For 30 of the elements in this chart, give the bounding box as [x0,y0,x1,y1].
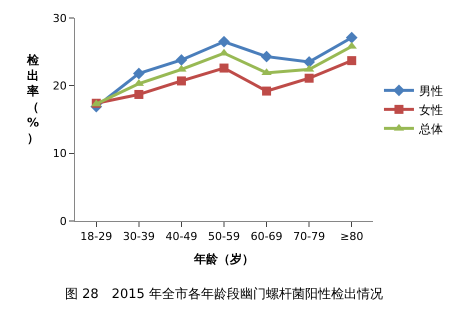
point [134,90,144,99]
point [346,42,357,49]
point [220,64,228,73]
legend-label: 男性 [418,84,443,98]
point [133,68,145,80]
caption: 图 28 2015 年全市各年龄段幽门螺杆菌阳性检出情况 [65,286,383,302]
x-axis-title: 年龄（岁） [193,252,254,266]
point [176,76,186,86]
point [176,54,188,66]
point [347,56,356,66]
legend-label: 总体 [418,122,443,136]
point [346,32,358,44]
point [304,74,314,83]
x-tick-label: 30-39 [122,230,155,244]
y-axis-title: 检出率（%） [26,53,40,145]
y-tick-label: 20 [52,80,67,93]
y-tick-label: 10 [52,147,67,160]
point [218,36,230,48]
point [303,56,315,68]
x-tick-label: 50-59 [208,230,240,244]
x-tick-label: 40-49 [165,230,198,244]
x-tick-label: ≥80 [340,230,364,244]
legend-label: 女性 [418,103,443,118]
y-tick-label: 30 [52,12,67,25]
x-tick-label: 60-69 [250,230,283,244]
x-tick-label: 18-29 [80,230,112,244]
y-tick-label: 0 [60,214,67,228]
point [262,86,272,96]
point [260,50,272,62]
x-tick-label: 70-79 [293,230,326,244]
